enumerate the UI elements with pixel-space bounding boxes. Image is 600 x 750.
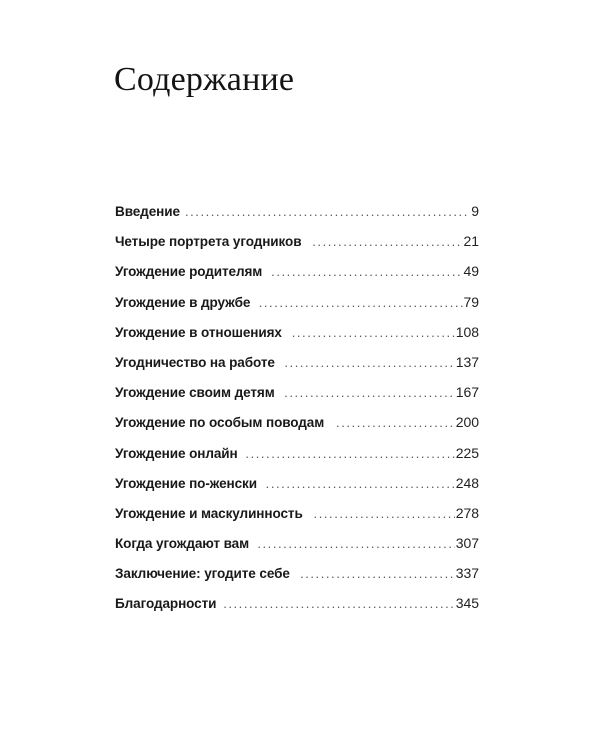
toc-entry-page-number: 21 bbox=[463, 233, 479, 250]
toc-entry-label: Угождение в дружбе bbox=[115, 294, 251, 311]
dot-leader bbox=[284, 356, 454, 370]
toc-entry-label: Когда угождают вам bbox=[115, 536, 250, 553]
dot-leader bbox=[259, 296, 463, 310]
table-of-contents-list: Введение 9 Четыре портрета угодников 21 Угож… bbox=[115, 203, 479, 626]
page-title: Содержание bbox=[114, 61, 295, 98]
dot-leader bbox=[312, 235, 462, 249]
toc-entry[interactable]: Когда угождают вам 307 bbox=[115, 535, 479, 565]
toc-entry[interactable]: Благодарности 345 bbox=[115, 595, 479, 625]
toc-entry-page-number: 307 bbox=[455, 535, 479, 552]
dot-leader bbox=[314, 507, 455, 521]
toc-entry-label: Угождение в отношениях bbox=[115, 324, 282, 341]
dot-leader bbox=[223, 597, 455, 611]
toc-entry-page-number: 337 bbox=[455, 565, 479, 582]
toc-entry-page-number: 137 bbox=[455, 353, 479, 370]
toc-entry[interactable]: Угождение родителям 49 bbox=[115, 263, 479, 293]
toc-entry-page-number: 278 bbox=[455, 504, 479, 521]
toc-entry-page-number: 108 bbox=[455, 323, 479, 340]
toc-entry-page-number: 248 bbox=[455, 474, 479, 491]
toc-entry[interactable]: Угождение по особым поводам 200 bbox=[115, 414, 479, 444]
dot-leader bbox=[257, 537, 454, 551]
toc-entry-page-number: 345 bbox=[455, 595, 479, 612]
toc-entry-label: Угождение по особым поводам bbox=[115, 415, 325, 432]
dot-leader bbox=[300, 567, 455, 581]
toc-entry[interactable]: Угождение в отношениях 108 bbox=[115, 324, 479, 354]
toc-entry-page-number: 9 bbox=[471, 203, 479, 219]
toc-entry-label: Четыре портрета угодников bbox=[115, 234, 302, 251]
toc-entry-label: Угождение своим детям bbox=[115, 385, 275, 402]
dot-leader bbox=[245, 447, 454, 461]
toc-entry[interactable]: Угождение онлайн 225 bbox=[115, 445, 479, 475]
toc-entry-page-number: 79 bbox=[463, 293, 479, 310]
toc-entry[interactable]: Угождение по-женски 248 bbox=[115, 475, 479, 505]
toc-entry-page-number: 200 bbox=[455, 414, 479, 431]
toc-entry-label: Угождение родителям bbox=[115, 264, 263, 281]
toc-entry[interactable]: Четыре портрета угодников 21 bbox=[115, 233, 479, 263]
toc-entry[interactable]: Угодничество на работе 137 bbox=[115, 354, 479, 384]
toc-entry-label: Заключение: угодите себе bbox=[115, 566, 290, 583]
dot-leader bbox=[185, 205, 470, 219]
toc-entry-page-number: 49 bbox=[463, 263, 479, 280]
toc-entry-page-number: 225 bbox=[455, 444, 479, 461]
dot-leader bbox=[292, 326, 455, 340]
dot-leader bbox=[284, 386, 455, 400]
dot-leader bbox=[271, 265, 462, 279]
dot-leader bbox=[266, 477, 455, 491]
toc-entry-label: Угождение онлайн bbox=[115, 445, 238, 462]
toc-entry[interactable]: Угождение и маскулинность 278 bbox=[115, 505, 479, 535]
toc-entry[interactable]: Введение 9 bbox=[115, 203, 479, 233]
toc-entry[interactable]: Угождение в дружбе 79 bbox=[115, 294, 479, 324]
toc-entry-label: Введение bbox=[115, 204, 180, 220]
toc-entry-label: Угождение и маскулинность bbox=[115, 505, 303, 522]
toc-entry-page-number: 167 bbox=[455, 384, 479, 401]
toc-entry-label: Угодничество на работе bbox=[115, 354, 275, 371]
dot-leader bbox=[336, 416, 455, 430]
toc-entry[interactable]: Заключение: угодите себе 337 bbox=[115, 565, 479, 595]
toc-entry[interactable]: Угождение своим детям 167 bbox=[115, 384, 479, 414]
toc-entry-label: Угождение по-женски bbox=[115, 475, 257, 492]
toc-entry-label: Благодарности bbox=[115, 596, 217, 613]
